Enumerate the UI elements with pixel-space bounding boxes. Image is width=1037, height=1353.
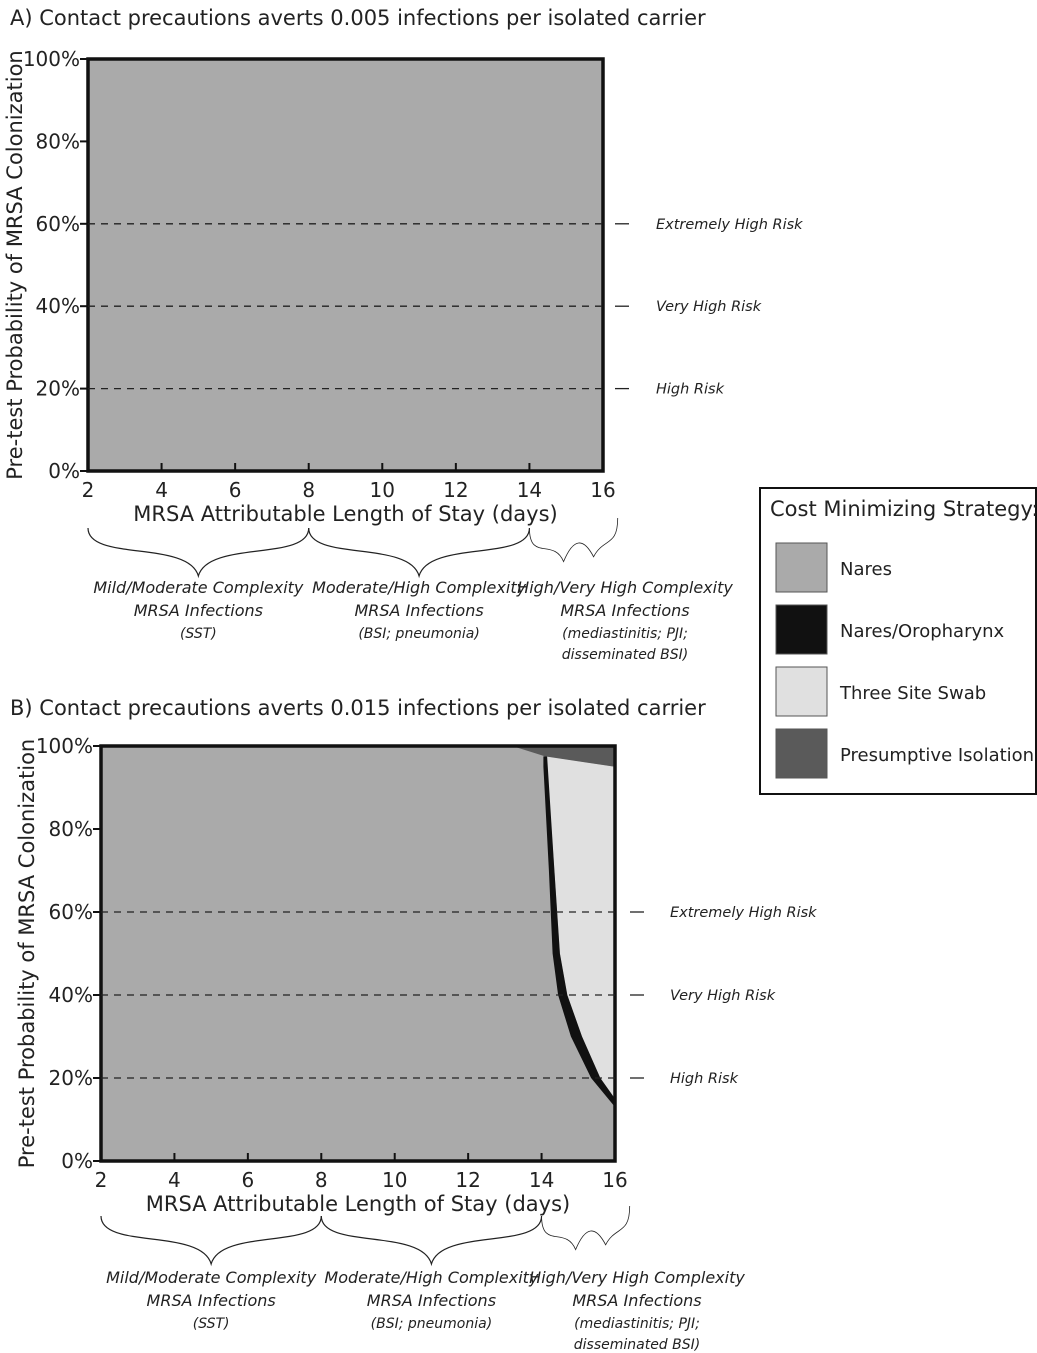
- plot-frame: [99, 744, 617, 1163]
- x-tick-label: 10: [370, 478, 395, 502]
- y-tick-label: 60%: [36, 212, 80, 236]
- group-brace: [308, 527, 531, 579]
- region-three-site-swab: [547, 756, 615, 1099]
- group-label-line4: disseminated BSI): [562, 647, 688, 663]
- legend-swatch: [775, 728, 828, 779]
- panel-b: B) Contact precautions averts 0.015 infe…: [10, 696, 817, 1353]
- y-tick-label: 0%: [61, 1149, 93, 1173]
- group-label-line3: (mediastinitis; PJI;: [574, 1316, 700, 1332]
- group-label-line1: Moderate/High Complexity: [312, 578, 527, 597]
- region-presumptive-isolation: [512, 746, 615, 767]
- region-nares-oropharynx: [543, 756, 615, 1107]
- group-label-line3: (BSI; pneumonia): [371, 1316, 493, 1332]
- group-label-line3: (BSI; pneumonia): [358, 626, 480, 642]
- risk-label: High Risk: [656, 382, 725, 398]
- y-tick-label: 80%: [49, 817, 93, 841]
- x-tick-label: 4: [168, 1168, 181, 1192]
- legend-item-label: Nares/Oropharynx: [840, 621, 1005, 642]
- x-tick-label: 6: [241, 1168, 254, 1192]
- y-tick-label: 60%: [49, 900, 93, 924]
- group-label-line1: Mild/Moderate Complexity: [93, 578, 304, 597]
- group-label-line1: Moderate/High Complexity: [324, 1268, 539, 1287]
- risk-label: Extremely High Risk: [656, 217, 803, 233]
- y-axis-label: Pre-test Probability of MRSA Colonizatio…: [3, 50, 27, 480]
- group-brace: [541, 1205, 631, 1251]
- chart-title: A) Contact precautions averts 0.005 infe…: [10, 6, 706, 30]
- x-tick-label: 16: [602, 1168, 627, 1192]
- y-tick-label: 100%: [36, 734, 93, 758]
- x-tick-label: 10: [382, 1168, 407, 1192]
- group-label-line2: MRSA Infections: [572, 1291, 701, 1310]
- x-tick-label: 8: [302, 478, 315, 502]
- y-tick-label: 20%: [49, 1066, 93, 1090]
- plot-frame: [86, 57, 605, 473]
- legend-title: Cost Minimizing Strategy:: [770, 497, 1037, 521]
- y-axis-label: Pre-test Probability of MRSA Colonizatio…: [15, 739, 39, 1169]
- group-brace: [529, 517, 619, 563]
- x-tick-label: 2: [95, 1168, 108, 1192]
- legend: Cost Minimizing Strategy: Nares Nares/Orop…: [759, 487, 1037, 795]
- y-tick-label: 40%: [49, 983, 93, 1007]
- group-label-line3: (SST): [193, 1316, 230, 1332]
- group-brace: [320, 1215, 543, 1267]
- group-label-line2: MRSA Infections: [134, 601, 263, 620]
- y-tick-label: 20%: [36, 377, 80, 401]
- legend-swatch: [775, 666, 828, 717]
- group-label-line1: Mild/Moderate Complexity: [106, 1268, 317, 1287]
- legend-item-label: Three Site Swab: [839, 683, 986, 704]
- y-tick-label: 0%: [48, 459, 80, 483]
- risk-label: Extremely High Risk: [670, 905, 817, 921]
- risk-label: High Risk: [670, 1071, 739, 1087]
- x-tick-label: 16: [590, 478, 615, 502]
- region-nares: [101, 746, 615, 1161]
- group-label-line3: (SST): [180, 626, 217, 642]
- group-label-line2: MRSA Infections: [147, 1291, 276, 1310]
- x-axis-label: MRSA Attributable Length of Stay (days): [133, 502, 557, 526]
- x-tick-label: 8: [315, 1168, 328, 1192]
- risk-label: Very High Risk: [656, 299, 762, 315]
- legend-swatch: [775, 604, 828, 655]
- group-label-line4: disseminated BSI): [574, 1337, 700, 1353]
- x-tick-label: 12: [455, 1168, 480, 1192]
- group-label-line2: MRSA Infections: [367, 1291, 496, 1310]
- group-label-line1: High/Very High Complexity: [529, 1268, 745, 1287]
- legend-swatch: [775, 542, 828, 593]
- risk-label: Very High Risk: [670, 988, 776, 1004]
- x-axis-label: MRSA Attributable Length of Stay (days): [146, 1192, 570, 1216]
- y-tick-label: 80%: [36, 129, 80, 153]
- x-tick-label: 14: [529, 1168, 554, 1192]
- x-tick-label: 6: [229, 478, 242, 502]
- panel-a: A) Contact precautions averts 0.005 infe…: [3, 6, 803, 663]
- x-tick-label: 14: [517, 478, 542, 502]
- group-brace: [87, 527, 310, 579]
- group-label-line2: MRSA Infections: [560, 601, 689, 620]
- x-tick-label: 12: [443, 478, 468, 502]
- group-brace: [100, 1215, 322, 1267]
- x-tick-label: 4: [155, 478, 168, 502]
- group-label-line2: MRSA Infections: [354, 601, 483, 620]
- y-tick-label: 40%: [36, 294, 80, 318]
- region-nares: [88, 59, 603, 471]
- group-label-line1: High/Very High Complexity: [517, 578, 733, 597]
- group-label-line3: (mediastinitis; PJI;: [562, 626, 688, 642]
- x-tick-label: 2: [82, 478, 95, 502]
- legend-item-label: Presumptive Isolation: [840, 745, 1034, 766]
- chart-title: B) Contact precautions averts 0.015 infe…: [10, 696, 706, 720]
- y-tick-label: 100%: [23, 47, 80, 71]
- legend-item-label: Nares: [840, 559, 892, 580]
